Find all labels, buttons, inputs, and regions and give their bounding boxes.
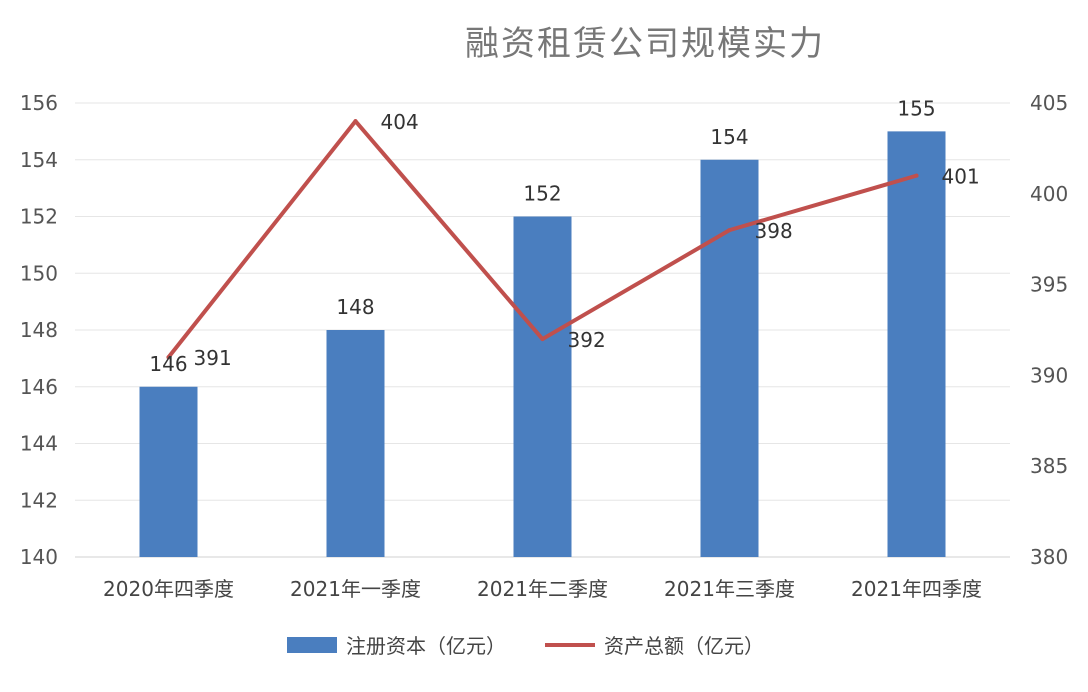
y-left-tick-label: 154 (20, 148, 58, 172)
y-right-tick-label: 395 (1030, 273, 1068, 297)
line-data-label: 391 (194, 346, 232, 370)
y-left-tick-label: 152 (20, 205, 58, 229)
y-left-tick-label: 144 (20, 432, 58, 456)
y-right-tick-label: 405 (1030, 91, 1068, 115)
y-left-tick-label: 150 (20, 261, 58, 285)
bar-registered-capital (700, 159, 759, 557)
y-left-tick-label: 156 (20, 91, 58, 115)
y-left-tick-label: 140 (20, 545, 58, 569)
chart-title: 融资租赁公司规模实力 (465, 24, 825, 64)
line-data-label: 401 (942, 165, 980, 189)
line-point-total-assets (353, 119, 358, 124)
y-right-tick-label: 380 (1030, 545, 1068, 569)
x-category-label: 2021年一季度 (290, 577, 421, 601)
y-right-tick-label: 400 (1030, 182, 1068, 206)
bar-registered-capital (326, 330, 385, 557)
y-left-tick-label: 148 (20, 318, 58, 342)
y-right-tick-label: 385 (1030, 454, 1068, 478)
legend-label-total-assets: 资产总额（亿元） (604, 634, 764, 658)
line-data-label: 398 (755, 219, 793, 243)
legend-label-registered-capital: 注册资本（亿元） (346, 634, 506, 658)
legend-swatch-registered-capital (287, 637, 337, 653)
line-point-total-assets (540, 337, 545, 342)
line-data-label: 392 (568, 328, 606, 352)
x-category-label: 2021年四季度 (851, 577, 982, 601)
bar-data-label: 148 (336, 295, 374, 319)
y-right-tick-label: 390 (1030, 363, 1068, 387)
x-category-label: 2021年三季度 (664, 577, 795, 601)
bar-data-label: 154 (710, 125, 748, 149)
bar-data-label: 155 (897, 96, 935, 120)
bar-registered-capital (887, 131, 946, 557)
y-left-tick-label: 146 (20, 375, 58, 399)
bar-registered-capital (513, 216, 572, 557)
line-point-total-assets (166, 355, 171, 360)
y-left-tick-label: 142 (20, 488, 58, 512)
bar-registered-capital (139, 386, 198, 557)
x-category-label: 2021年二季度 (477, 577, 608, 601)
line-point-total-assets (727, 228, 732, 233)
x-category-label: 2020年四季度 (103, 577, 234, 601)
bar-data-label: 152 (523, 182, 561, 206)
bar-data-label: 146 (149, 352, 187, 376)
line-point-total-assets (914, 173, 919, 178)
line-data-label: 404 (381, 110, 419, 134)
